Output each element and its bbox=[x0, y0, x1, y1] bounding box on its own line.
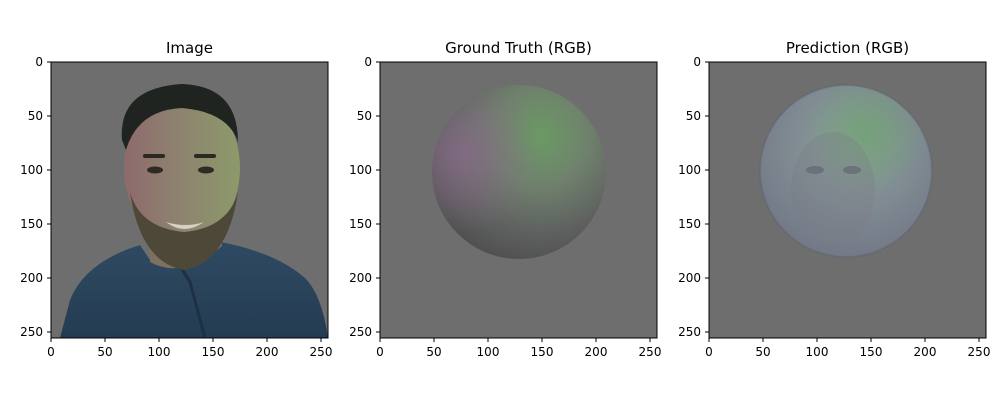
x-tick-label: 150 bbox=[860, 345, 883, 359]
x-axis: 0 50 100 150 200 250 bbox=[705, 338, 990, 359]
shaded-sphere bbox=[380, 62, 657, 338]
y-tick-label: 150 bbox=[349, 217, 372, 231]
y-tick-label: 50 bbox=[28, 109, 43, 123]
beard bbox=[130, 192, 238, 270]
y-tick-label: 50 bbox=[357, 109, 372, 123]
y-tick-label: 200 bbox=[349, 271, 372, 285]
face bbox=[124, 92, 240, 244]
right-eyebrow bbox=[194, 154, 216, 158]
x-tick-label: 200 bbox=[585, 345, 608, 359]
x-axis: 0 50 100 150 200 250 bbox=[376, 338, 661, 359]
x-tick-label: 0 bbox=[705, 345, 713, 359]
right-eye bbox=[198, 166, 214, 174]
y-tick-label: 100 bbox=[678, 163, 701, 177]
x-tick-label: 0 bbox=[47, 345, 55, 359]
sphere-rim bbox=[759, 84, 933, 258]
panel-ground-truth: Ground Truth (RGB) 0 50 100 150 200 250 … bbox=[349, 39, 661, 359]
face-ghost-eye bbox=[806, 166, 824, 174]
face-ghost bbox=[791, 132, 875, 248]
x-tick-label: 150 bbox=[202, 345, 225, 359]
x-axis: 0 50 100 150 200 250 bbox=[47, 338, 332, 359]
panel-title: Prediction (RGB) bbox=[786, 39, 909, 57]
y-tick-label: 0 bbox=[364, 55, 372, 69]
y-axis: 0 50 100 150 200 250 bbox=[349, 55, 380, 339]
x-tick-label: 200 bbox=[256, 345, 279, 359]
sphere-tint bbox=[432, 85, 606, 259]
y-tick-label: 150 bbox=[20, 217, 43, 231]
y-tick-label: 100 bbox=[349, 163, 372, 177]
x-tick-label: 0 bbox=[376, 345, 384, 359]
hair bbox=[121, 84, 238, 150]
y-tick-label: 0 bbox=[35, 55, 43, 69]
y-tick-label: 50 bbox=[686, 109, 701, 123]
x-tick-label: 100 bbox=[148, 345, 171, 359]
y-axis: 0 50 100 150 200 250 bbox=[20, 55, 51, 339]
y-axis: 0 50 100 150 200 250 bbox=[678, 55, 709, 339]
y-tick-label: 150 bbox=[678, 217, 701, 231]
x-tick-label: 250 bbox=[639, 345, 662, 359]
panel-image: Image 0 50 100 1 bbox=[20, 39, 332, 359]
axes-frame bbox=[379, 61, 658, 339]
x-tick-label: 50 bbox=[97, 345, 112, 359]
y-tick-label: 250 bbox=[678, 325, 701, 339]
y-tick-label: 200 bbox=[20, 271, 43, 285]
x-tick-label: 100 bbox=[806, 345, 829, 359]
noisy-face-sphere bbox=[709, 62, 986, 338]
face-ghost-eye bbox=[843, 166, 861, 174]
y-tick-label: 0 bbox=[693, 55, 701, 69]
portrait-photo bbox=[51, 62, 328, 338]
y-tick-label: 250 bbox=[349, 325, 372, 339]
x-tick-label: 250 bbox=[310, 345, 333, 359]
mouth bbox=[166, 222, 204, 229]
y-tick-label: 200 bbox=[678, 271, 701, 285]
x-tick-label: 250 bbox=[968, 345, 991, 359]
x-tick-label: 50 bbox=[755, 345, 770, 359]
x-tick-label: 200 bbox=[914, 345, 937, 359]
x-tick-label: 100 bbox=[477, 345, 500, 359]
left-eyebrow bbox=[143, 154, 165, 158]
left-eye bbox=[147, 166, 163, 174]
axes-frame bbox=[50, 61, 329, 339]
panel-prediction: Prediction (RGB) 0 50 100 150 200 250 0 … bbox=[678, 39, 990, 359]
panel-title: Ground Truth (RGB) bbox=[445, 39, 592, 57]
panel-title: Image bbox=[166, 39, 213, 57]
y-tick-label: 100 bbox=[20, 163, 43, 177]
y-tick-label: 250 bbox=[20, 325, 43, 339]
x-tick-label: 150 bbox=[531, 345, 554, 359]
shirt bbox=[60, 242, 328, 338]
x-tick-label: 50 bbox=[426, 345, 441, 359]
axes-frame bbox=[708, 61, 987, 339]
